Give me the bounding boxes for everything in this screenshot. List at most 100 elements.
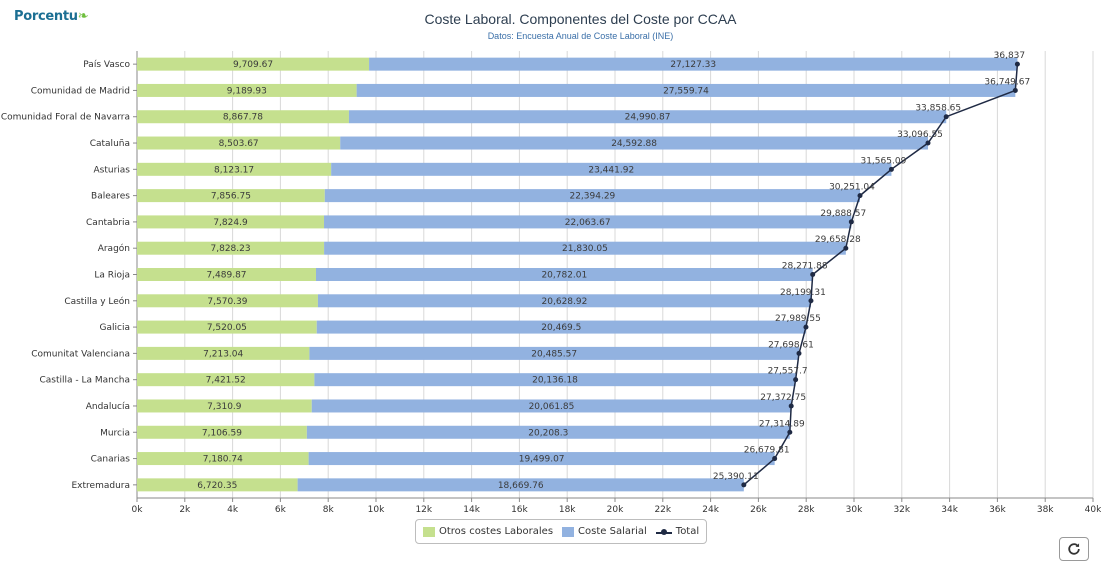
data-label-total: 30,251.04 <box>829 183 875 193</box>
y-tick-label: La Rioja <box>94 271 130 281</box>
data-label-otros: 6,720.35 <box>197 481 237 491</box>
data-label-salarial: 22,063.67 <box>565 218 611 228</box>
data-label-total: 29,888.57 <box>820 209 866 219</box>
data-label-total: 27,698.61 <box>768 340 814 350</box>
data-label-salarial: 20,469.5 <box>541 323 581 333</box>
data-label-otros: 7,570.39 <box>207 297 247 307</box>
bar-salarial <box>369 57 1018 71</box>
data-label-total: 33,096.55 <box>897 130 943 140</box>
legend-swatch-total <box>655 527 672 537</box>
data-label-salarial: 23,441.92 <box>588 165 634 175</box>
bar-otros <box>137 346 310 360</box>
bar-salarial <box>311 399 792 413</box>
chart-legend: Otros costes Laborales Coste Salarial To… <box>415 519 708 544</box>
y-tick-label: Castilla y León <box>64 296 130 307</box>
bar-otros <box>137 215 325 229</box>
data-label-otros: 8,867.78 <box>223 113 263 123</box>
total-point <box>787 429 793 435</box>
bar-salarial <box>297 478 744 492</box>
y-tick-label: Galicia <box>100 323 130 333</box>
bar-otros <box>137 83 357 97</box>
total-point <box>741 482 747 488</box>
total-point <box>848 219 854 225</box>
data-label-otros: 7,421.52 <box>206 376 246 386</box>
data-label-salarial: 24,990.87 <box>625 113 671 123</box>
data-label-otros: 7,106.59 <box>202 428 242 438</box>
data-label-otros: 7,520.05 <box>207 323 247 333</box>
data-label-otros: 7,824.9 <box>213 218 248 228</box>
data-label-salarial: 27,559.74 <box>663 86 709 96</box>
data-label-salarial: 22,394.29 <box>569 192 615 202</box>
brand-logo[interactable]: Porcentu❧ <box>14 9 89 24</box>
x-tick-label: 0k <box>132 505 144 515</box>
total-point <box>796 350 802 356</box>
bar-otros <box>137 268 317 281</box>
data-label-salarial: 18,669.76 <box>498 481 544 491</box>
total-point <box>788 403 794 409</box>
bar-salarial <box>331 162 892 176</box>
data-label-total: 28,271.88 <box>782 262 828 272</box>
bar-salarial <box>306 425 790 439</box>
chart-subtitle: Datos: Encuesta Anual de Coste Laboral (… <box>487 31 674 41</box>
x-tick-label: 32k <box>893 505 910 515</box>
legend-label-total: Total <box>675 526 700 537</box>
bar-salarial <box>356 83 1016 97</box>
y-tick-label: Asturias <box>94 165 131 175</box>
x-tick-label: 24k <box>702 505 719 515</box>
legend-item-salarial[interactable]: Coste Salarial <box>562 526 647 537</box>
data-label-salarial: 21,830.05 <box>562 244 608 254</box>
y-tick-label: Aragón <box>98 243 130 254</box>
bar-otros <box>137 110 349 124</box>
x-tick-label: 40k <box>1085 505 1101 515</box>
data-label-salarial: 20,136.18 <box>532 376 578 386</box>
data-label-otros: 7,310.9 <box>207 402 242 412</box>
leaf-icon: ❧ <box>77 9 89 24</box>
x-tick-label: 22k <box>654 505 671 515</box>
data-label-total: 36,749.67 <box>984 77 1030 87</box>
bar-salarial <box>317 294 811 308</box>
bar-salarial <box>314 373 796 387</box>
bar-salarial <box>340 136 929 150</box>
x-tick-label: 18k <box>559 505 576 515</box>
data-label-otros: 7,213.04 <box>203 349 243 359</box>
data-label-salarial: 20,628.92 <box>542 297 588 307</box>
x-tick-label: 34k <box>941 505 958 515</box>
bar-otros <box>137 452 309 466</box>
total-point <box>925 140 931 146</box>
data-label-salarial: 24,592.88 <box>611 139 657 149</box>
y-tick-label: Comunidad Foral de Navarra <box>1 113 130 123</box>
data-label-salarial: 20,485.57 <box>531 349 577 359</box>
total-point <box>810 272 816 277</box>
x-tick-label: 2k <box>179 505 191 515</box>
x-tick-label: 26k <box>750 505 767 515</box>
data-label-total: 27,314.89 <box>759 419 805 429</box>
x-tick-label: 14k <box>463 505 480 515</box>
y-tick-label: Baleares <box>91 192 130 202</box>
bar-salarial <box>316 320 806 334</box>
bar-otros <box>137 241 325 255</box>
data-label-salarial: 20,061.85 <box>529 402 575 412</box>
x-tick-label: 28k <box>798 505 815 515</box>
refresh-icon <box>1068 543 1080 555</box>
data-label-salarial: 19,499.07 <box>519 455 565 465</box>
x-tick-label: 36k <box>989 505 1006 515</box>
x-tick-label: 12k <box>415 505 432 515</box>
data-label-total: 27,989.55 <box>775 314 821 324</box>
legend-item-otros[interactable]: Otros costes Laborales <box>423 526 553 537</box>
y-tick-label: Cantabria <box>86 218 130 228</box>
legend-label-salarial: Coste Salarial <box>578 526 647 537</box>
data-label-otros: 7,856.75 <box>211 192 251 202</box>
total-point <box>843 245 849 251</box>
total-point <box>1014 61 1020 67</box>
data-label-otros: 7,180.74 <box>203 455 243 465</box>
legend-item-total[interactable]: Total <box>655 526 700 537</box>
data-label-total: 27,557.7 <box>768 367 808 377</box>
legend-label-otros: Otros costes Laborales <box>439 526 554 537</box>
x-tick-label: 20k <box>607 505 624 515</box>
bar-salarial <box>309 346 799 360</box>
total-point <box>793 377 799 383</box>
refresh-button[interactable] <box>1059 537 1089 561</box>
bar-otros <box>137 399 312 413</box>
bar-salarial <box>324 215 852 229</box>
